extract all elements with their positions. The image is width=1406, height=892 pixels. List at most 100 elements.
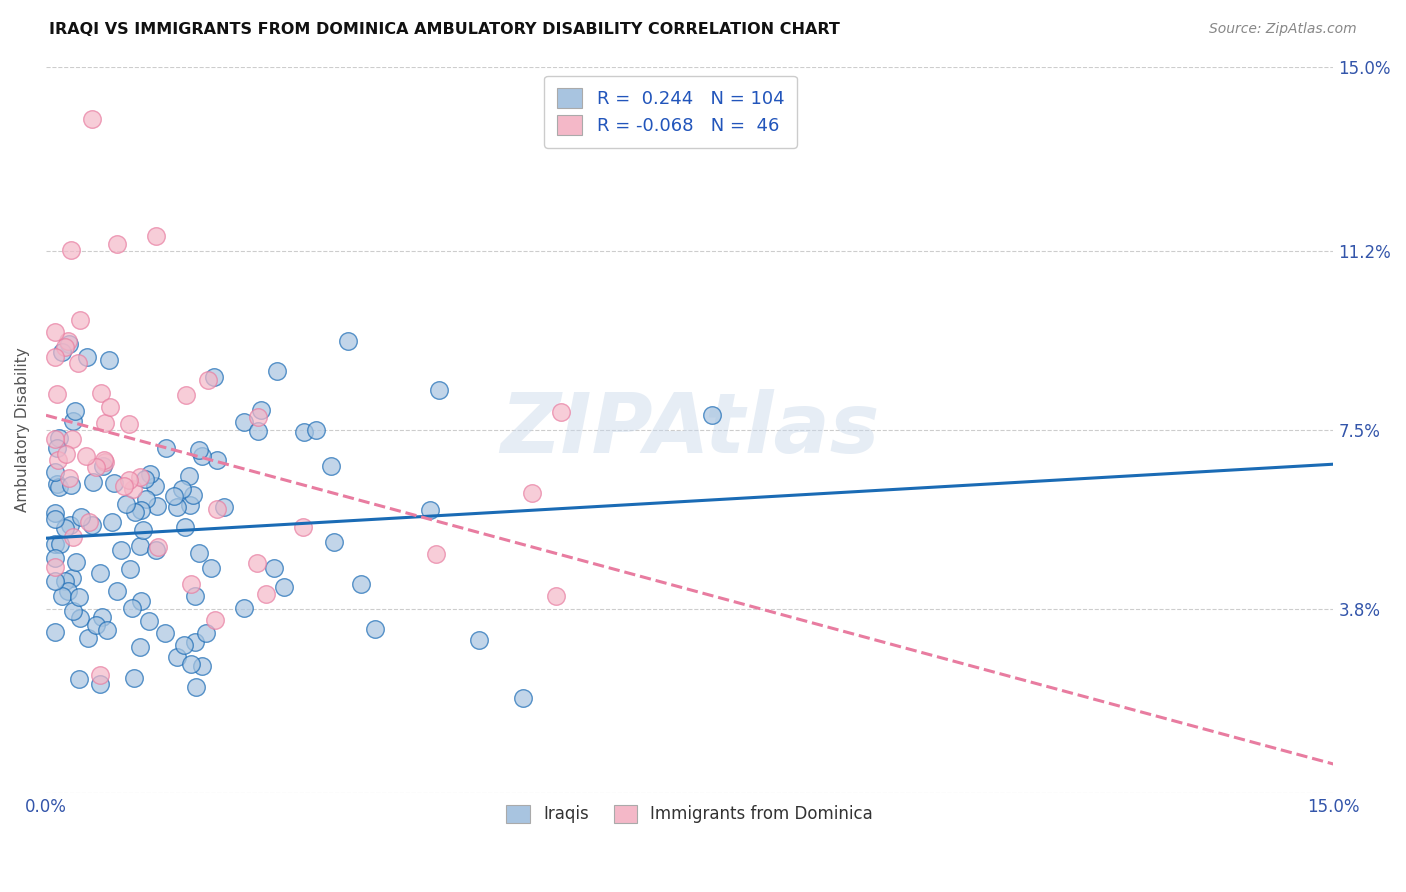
Point	[56, 334, 79, 348]
Point	[254, 587, 277, 601]
Point	[143, 479, 166, 493]
Point	[468, 632, 491, 647]
Point	[520, 485, 543, 500]
Point	[121, 601, 143, 615]
Point	[80, 517, 103, 532]
Point	[44, 560, 66, 574]
Point	[80, 112, 103, 126]
Point	[55, 447, 77, 461]
Point	[174, 387, 197, 401]
Point	[263, 561, 285, 575]
Point	[69, 611, 91, 625]
Point	[173, 520, 195, 534]
Point	[124, 505, 146, 519]
Point	[67, 591, 90, 605]
Point	[44, 537, 66, 551]
Point	[58, 337, 80, 351]
Point	[89, 677, 111, 691]
Point	[205, 502, 228, 516]
Point	[546, 590, 568, 604]
Point	[194, 626, 217, 640]
Point	[247, 424, 270, 438]
Point	[187, 443, 209, 458]
Point	[97, 353, 120, 368]
Point	[82, 475, 104, 489]
Point	[319, 459, 342, 474]
Point	[128, 539, 150, 553]
Point	[60, 432, 83, 446]
Point	[292, 425, 315, 440]
Point	[58, 471, 80, 485]
Point	[89, 566, 111, 580]
Point	[46, 387, 69, 401]
Y-axis label: Ambulatory Disability: Ambulatory Disability	[15, 347, 30, 512]
Point	[128, 640, 150, 655]
Point	[291, 519, 314, 533]
Point	[190, 659, 212, 673]
Point	[163, 489, 186, 503]
Point	[62, 414, 84, 428]
Point	[44, 551, 66, 566]
Point	[177, 469, 200, 483]
Point	[94, 455, 117, 469]
Point	[138, 614, 160, 628]
Point	[90, 610, 112, 624]
Point	[204, 613, 226, 627]
Point	[349, 577, 371, 591]
Point	[145, 543, 167, 558]
Point	[425, 548, 447, 562]
Point	[170, 482, 193, 496]
Point	[118, 417, 141, 432]
Point	[65, 404, 87, 418]
Point	[62, 530, 84, 544]
Point	[166, 500, 188, 515]
Point	[69, 312, 91, 326]
Point	[101, 516, 124, 530]
Point	[145, 229, 167, 244]
Point	[419, 503, 441, 517]
Point	[550, 405, 572, 419]
Text: Source: ZipAtlas.com: Source: ZipAtlas.com	[1209, 22, 1357, 37]
Point	[250, 402, 273, 417]
Point	[166, 650, 188, 665]
Point	[134, 472, 156, 486]
Point	[122, 483, 145, 497]
Point	[132, 523, 155, 537]
Point	[79, 515, 101, 529]
Point	[44, 625, 66, 640]
Point	[65, 555, 87, 569]
Point	[118, 562, 141, 576]
Point	[187, 546, 209, 560]
Point	[364, 622, 387, 636]
Point	[180, 657, 202, 671]
Point	[76, 350, 98, 364]
Point	[58, 584, 80, 599]
Point	[48, 432, 70, 446]
Point	[60, 243, 83, 257]
Point	[197, 372, 219, 386]
Point	[103, 476, 125, 491]
Point	[246, 556, 269, 570]
Point	[155, 441, 177, 455]
Point	[51, 344, 73, 359]
Point	[202, 370, 225, 384]
Point	[184, 634, 207, 648]
Point	[184, 680, 207, 694]
Point	[105, 236, 128, 251]
Point	[53, 340, 76, 354]
Point	[153, 626, 176, 640]
Point	[60, 478, 83, 492]
Point	[44, 433, 66, 447]
Point	[323, 534, 346, 549]
Legend: Iraqis, Immigrants from Dominica: Iraqis, Immigrants from Dominica	[495, 793, 884, 835]
Point	[146, 499, 169, 513]
Point	[70, 510, 93, 524]
Point	[129, 594, 152, 608]
Point	[93, 452, 115, 467]
Point	[124, 671, 146, 685]
Point	[200, 560, 222, 574]
Point	[60, 571, 83, 585]
Point	[205, 453, 228, 467]
Point	[247, 409, 270, 424]
Point	[129, 470, 152, 484]
